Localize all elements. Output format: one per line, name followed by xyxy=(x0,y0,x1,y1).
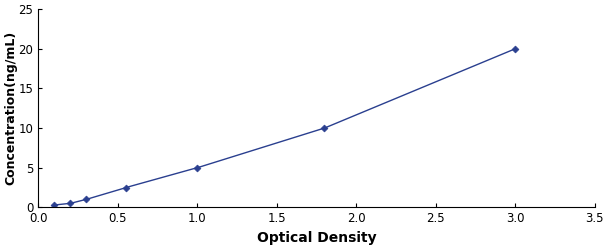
Y-axis label: Concentration(ng/mL): Concentration(ng/mL) xyxy=(4,31,17,186)
X-axis label: Optical Density: Optical Density xyxy=(257,231,376,245)
